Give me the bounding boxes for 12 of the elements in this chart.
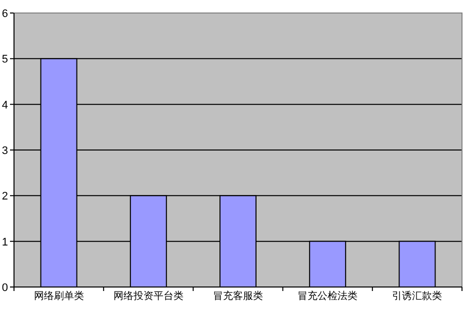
y-tick-label: 3 [2,145,8,157]
x-tick-label: 引诱汇款类 [392,290,442,302]
y-tick-label: 4 [2,99,8,112]
y-tick-label: 0 [2,282,8,294]
y-tick-label: 2 [2,190,8,203]
x-tick-label: 网络投资平台类 [113,290,184,302]
x-tick-label: 冒充公检法类 [298,290,358,302]
x-tick-label: 冒充客服类 [213,290,263,302]
y-tick-label: 1 [2,236,8,248]
y-tick-label: 6 [2,8,8,20]
x-tick-label: 网络刷单类 [34,290,84,302]
y-tick-label: 5 [2,54,8,66]
